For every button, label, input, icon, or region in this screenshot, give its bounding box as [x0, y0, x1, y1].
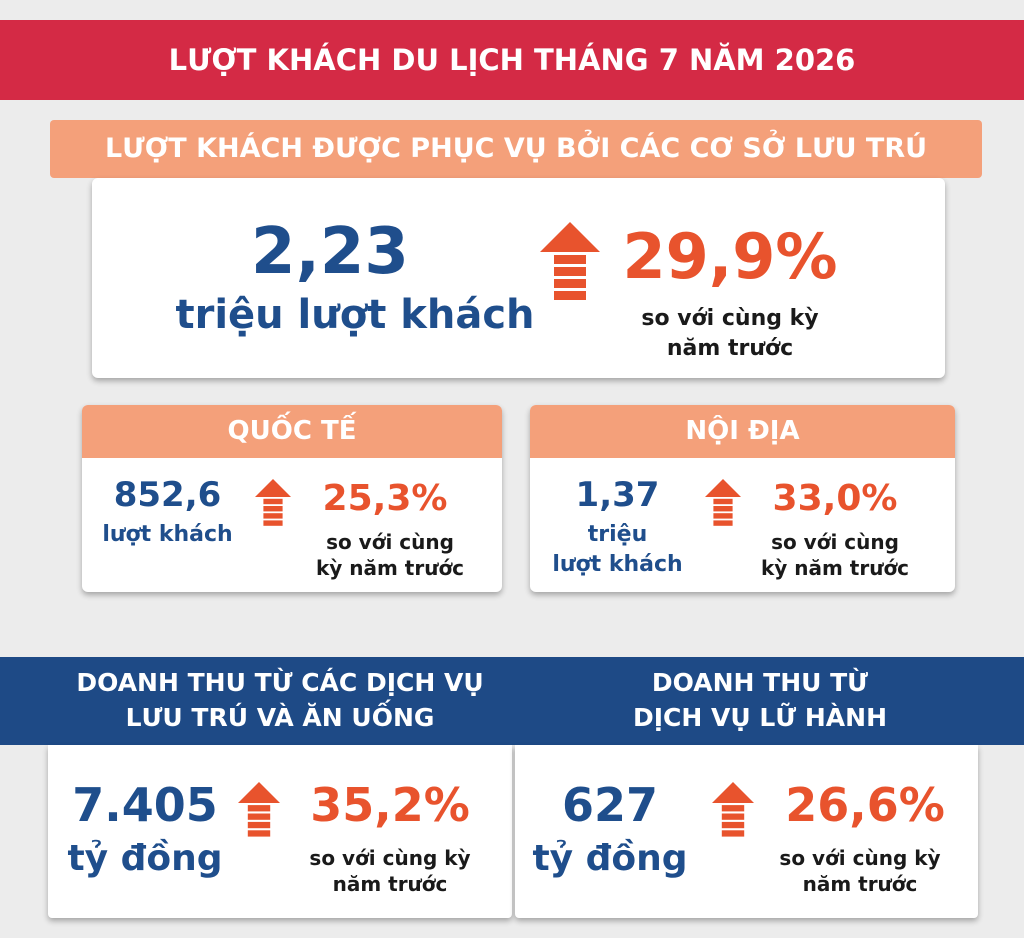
- change: 35,2%: [310, 778, 470, 832]
- comparison: kỳ năm trước: [315, 556, 465, 580]
- unit: lượt khách: [102, 522, 233, 547]
- value: 1,37: [575, 475, 660, 515]
- up-arrow: [540, 222, 600, 302]
- comparison: so với cùng kỳ: [779, 846, 941, 870]
- value: 852,6: [113, 475, 222, 515]
- card: [515, 745, 978, 918]
- change: 29,9%: [622, 220, 838, 293]
- revenue-header: DỊCH VỤ LỮ HÀNH: [632, 703, 888, 732]
- value: 2,23: [251, 215, 409, 289]
- comparison: so với cùng kỳ: [309, 846, 471, 870]
- up-arrow: [712, 782, 754, 838]
- revenue-band: [0, 657, 1024, 745]
- card-header: NỘI ĐỊA: [530, 405, 955, 458]
- comparison: so với cùng: [771, 530, 899, 554]
- value: 627: [561, 778, 659, 832]
- unit: triệu lượt khách: [175, 292, 535, 338]
- comparison: năm trước: [666, 336, 794, 361]
- revenue-header: LƯU TRÚ VÀ ĂN UỐNG: [125, 703, 435, 732]
- value: 7.405: [72, 778, 218, 832]
- main-title: LƯỢT KHÁCH DU LỊCH THÁNG 7 NĂM 2026: [0, 20, 1024, 100]
- up-arrow: [705, 478, 741, 528]
- unit: triệu: [587, 522, 648, 547]
- comparison: kỳ năm trước: [760, 556, 910, 580]
- up-arrow: [255, 478, 291, 528]
- card-header: QUỐC TẾ: [82, 405, 502, 458]
- unit: tỷ đồng: [532, 838, 688, 879]
- change: 33,0%: [772, 478, 898, 519]
- change: 25,3%: [322, 478, 448, 519]
- comparison: năm trước: [802, 872, 918, 896]
- comparison: so với cùng: [326, 530, 454, 554]
- section-card: [92, 178, 945, 378]
- up-arrow: [238, 782, 280, 838]
- comparison: năm trước: [332, 872, 448, 896]
- revenue-header: DOANH THU TỪ: [651, 668, 869, 697]
- card: [48, 745, 512, 918]
- revenue-header: DOANH THU TỪ CÁC DỊCH VỤ: [76, 668, 484, 697]
- unit: lượt khách: [552, 552, 683, 577]
- section-header: LƯỢT KHÁCH ĐƯỢC PHỤC VỤ BỞI CÁC CƠ SỞ LƯ…: [50, 120, 982, 178]
- comparison: so với cùng kỳ: [641, 306, 819, 331]
- change: 26,6%: [785, 778, 945, 832]
- unit: tỷ đồng: [67, 838, 223, 879]
